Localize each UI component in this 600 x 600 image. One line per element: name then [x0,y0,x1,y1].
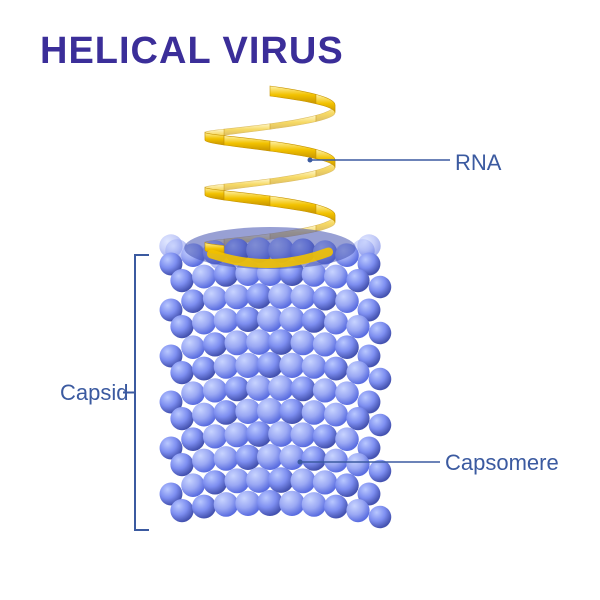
diagram-stage: HELICAL VIRUS RNA Capsid Capso [0,0,600,600]
page-title: HELICAL VIRUS [40,30,344,73]
helical-virus-diagram [0,0,600,600]
capsid-label: Capsid [60,380,128,406]
capsomere-label: Capsomere [445,450,559,476]
capsid [159,227,391,528]
rna-label: RNA [455,150,501,176]
